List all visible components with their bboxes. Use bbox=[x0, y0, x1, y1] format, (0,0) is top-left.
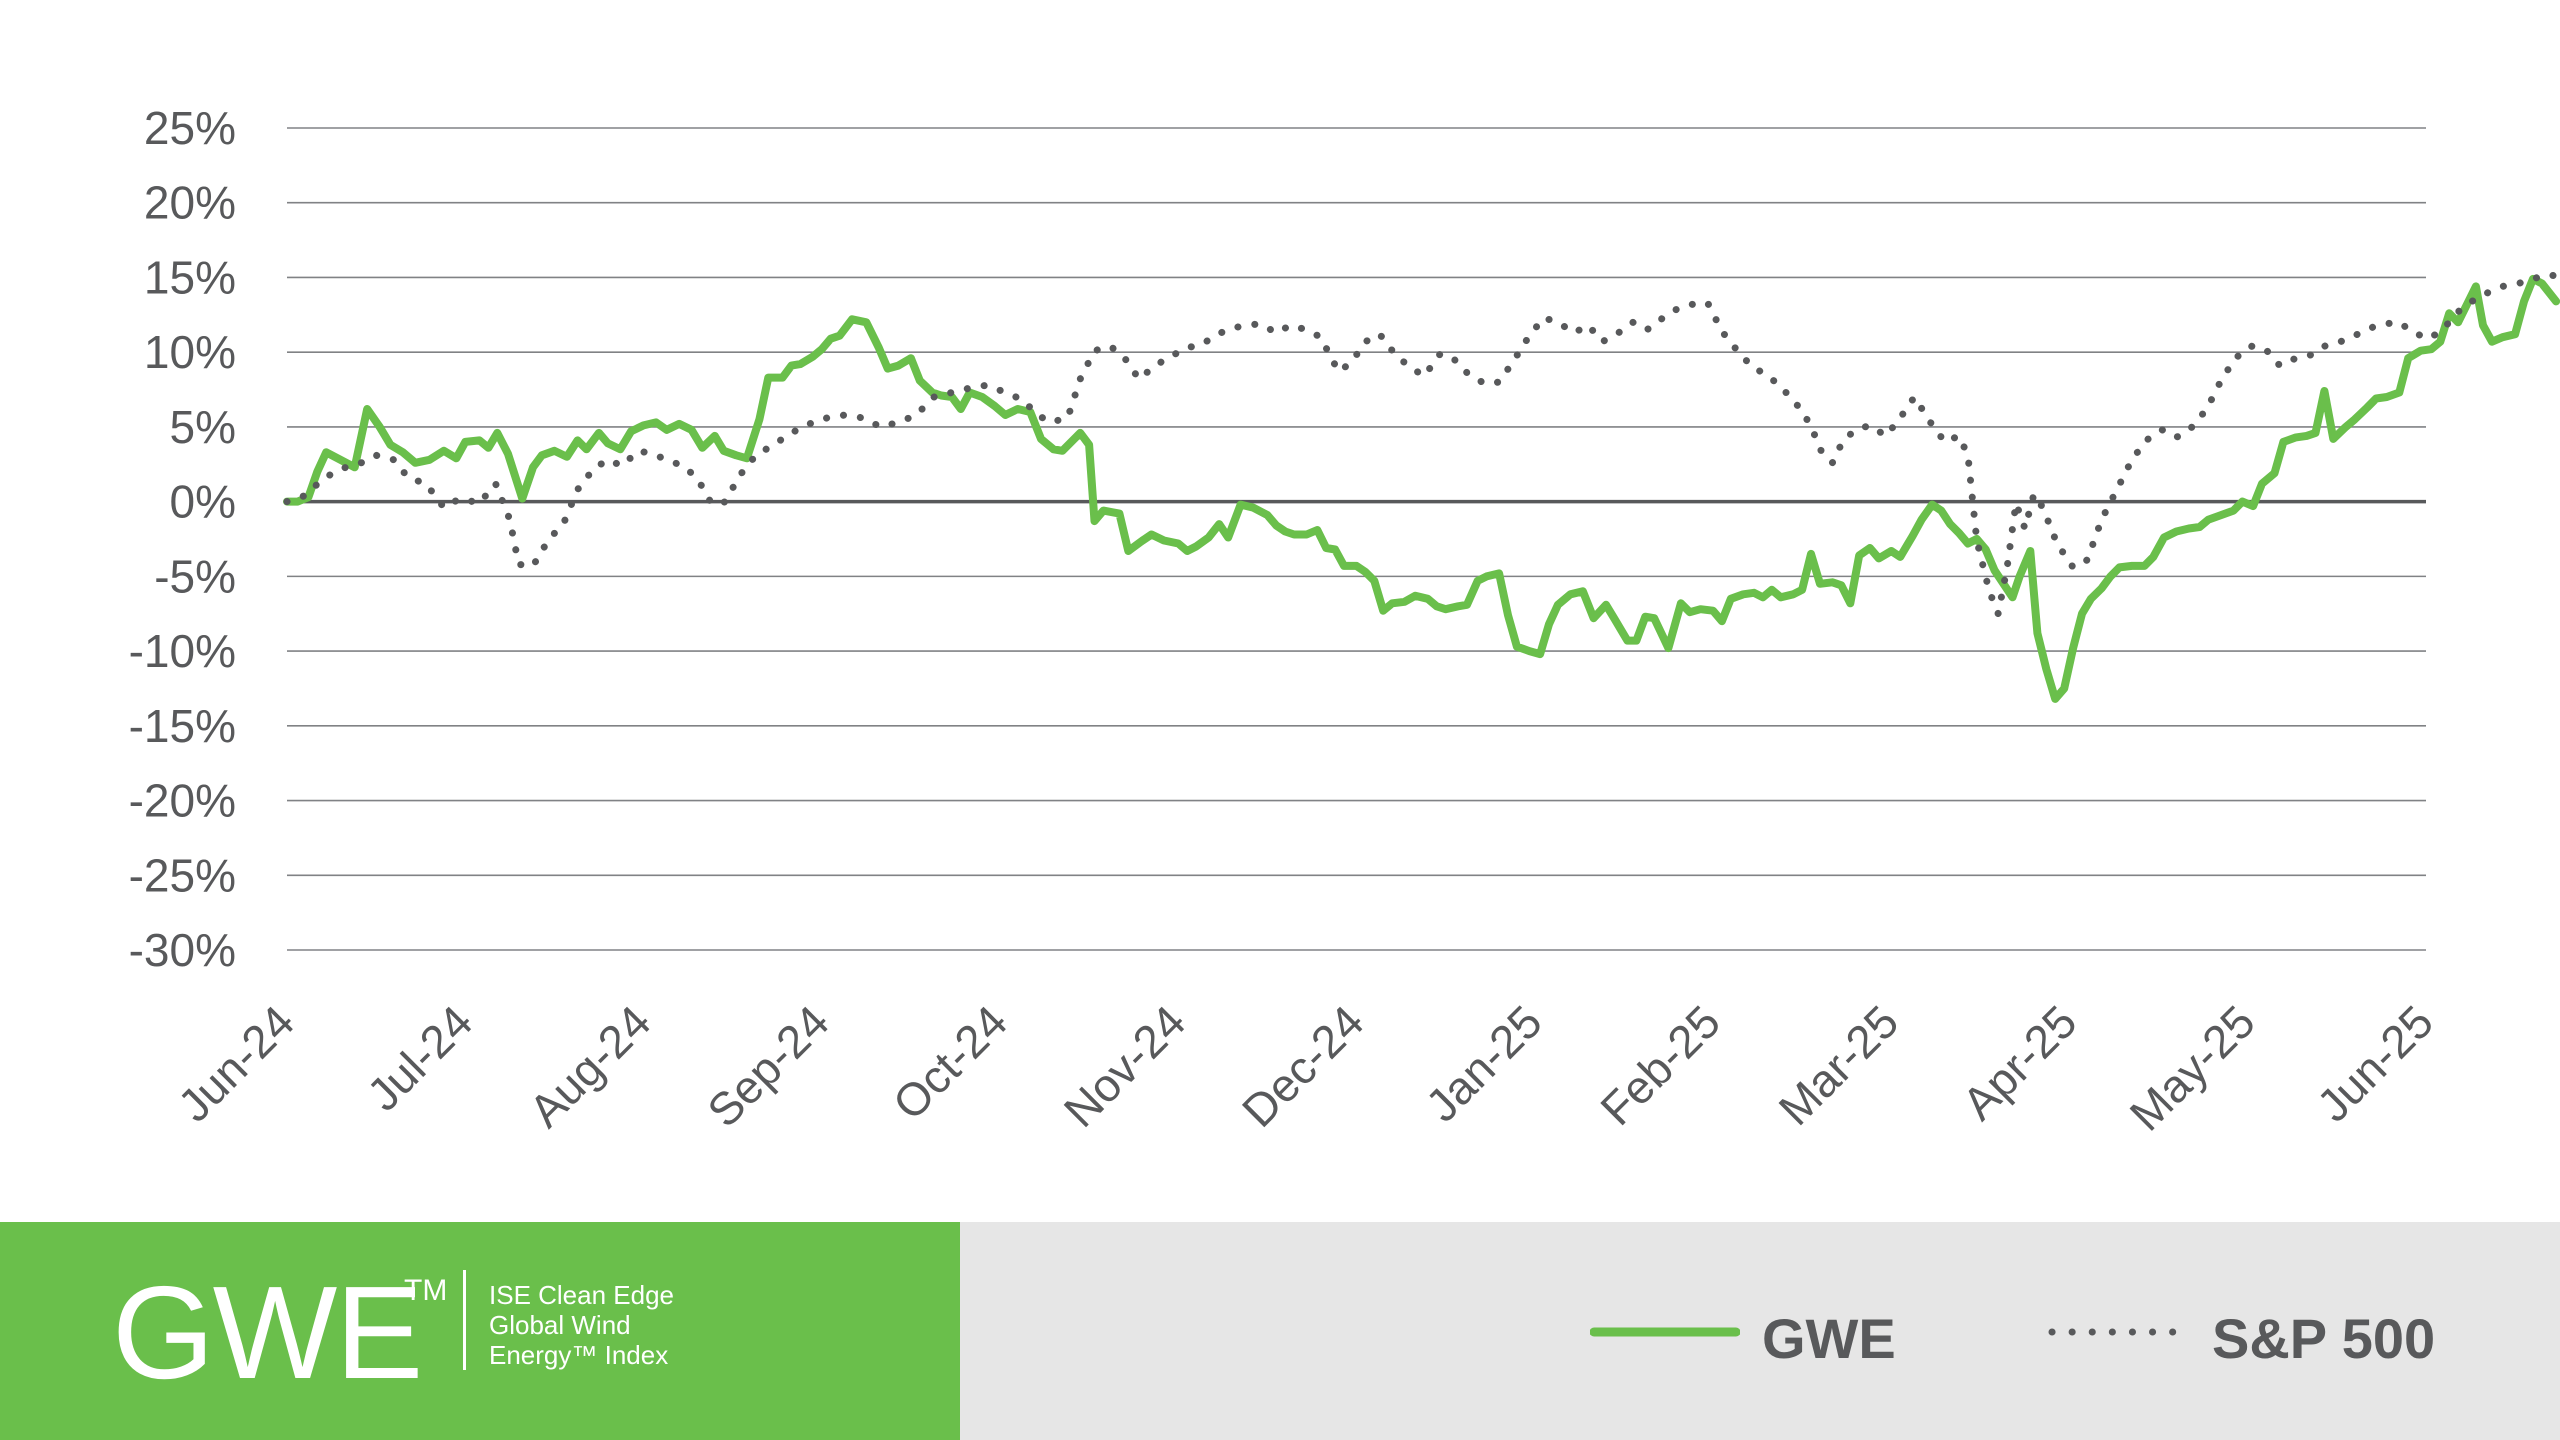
x-tick-label: Jan-25 bbox=[1416, 995, 1552, 1131]
series-line-gwe bbox=[283, 274, 2560, 703]
index-description-line: Energy™ Index bbox=[489, 1340, 669, 1370]
x-tick-label: Aug-24 bbox=[519, 995, 661, 1137]
legend-label-gwe: GWE bbox=[1762, 1307, 1896, 1370]
brand-divider bbox=[463, 1270, 466, 1370]
index-description-line: ISE Clean Edge bbox=[489, 1280, 675, 1310]
chart-gridlines bbox=[287, 127, 2426, 951]
legend-label-sp500: S&P 500 bbox=[2212, 1307, 2436, 1370]
y-axis-tick-labels: 25% 20% 15% 10% 5% 0% -5% -10% -15% -20% -25% -30% bbox=[129, 102, 236, 976]
y-tick-label: 0% bbox=[170, 476, 236, 528]
y-tick-label: -10% bbox=[129, 625, 236, 677]
x-tick-label: May-25 bbox=[2120, 995, 2265, 1140]
x-tick-label: Nov-24 bbox=[1054, 995, 1196, 1137]
y-tick-label: -5% bbox=[154, 550, 236, 602]
y-tick-label: -20% bbox=[129, 775, 236, 827]
legend-item-sp500: S&P 500 bbox=[2046, 1282, 2466, 1382]
legend-item-gwe: GWE bbox=[1590, 1282, 1910, 1382]
y-tick-label: -30% bbox=[129, 924, 236, 976]
y-tick-label: -25% bbox=[129, 849, 236, 901]
x-axis-tick-labels: Jun-24 Jul-24 Aug-24 Sep-24 Oct-24 Nov-24 Dec-… bbox=[168, 995, 2443, 1140]
x-tick-label: Oct-24 bbox=[883, 995, 1017, 1129]
x-tick-label: Jul-24 bbox=[357, 995, 482, 1120]
x-tick-label: Apr-25 bbox=[1952, 995, 2086, 1129]
x-tick-label: Jun-24 bbox=[168, 995, 304, 1131]
x-tick-label: Mar-25 bbox=[1769, 995, 1909, 1135]
trademark-mark: TM bbox=[404, 1274, 448, 1307]
series-line-sp500 bbox=[283, 271, 2560, 618]
y-tick-label: -15% bbox=[129, 700, 236, 752]
y-tick-label: 20% bbox=[144, 177, 236, 229]
index-description: ISE Clean Edge Global Wind Energy™ Index bbox=[489, 1280, 789, 1370]
x-tick-label: Sep-24 bbox=[697, 995, 839, 1137]
x-tick-label: Jun-25 bbox=[2307, 995, 2443, 1131]
brand-block: GWE TM ISE Clean Edge Global Wind Energy… bbox=[0, 1222, 960, 1440]
x-tick-label: Feb-25 bbox=[1590, 995, 1730, 1135]
legend-swatch-solid bbox=[1590, 1327, 1740, 1337]
chart-series-lines bbox=[283, 271, 2560, 703]
y-tick-label: 10% bbox=[144, 326, 236, 378]
index-description-line: Global Wind bbox=[489, 1310, 631, 1340]
brand-logo-text: GWE bbox=[112, 1259, 423, 1406]
x-tick-label: Dec-24 bbox=[1232, 995, 1374, 1137]
y-tick-label: 5% bbox=[170, 401, 236, 453]
performance-line-chart: 25%20%15%10%5%0%-5%-10%-15%-20%-25%-30% … bbox=[129, 102, 2560, 1141]
y-tick-label: 25% bbox=[144, 102, 236, 154]
y-tick-label: 15% bbox=[144, 251, 236, 303]
legend-swatch-dotted bbox=[2048, 1328, 2194, 1336]
footer-bar: GWE TM ISE Clean Edge Global Wind Energy… bbox=[0, 1222, 2560, 1440]
